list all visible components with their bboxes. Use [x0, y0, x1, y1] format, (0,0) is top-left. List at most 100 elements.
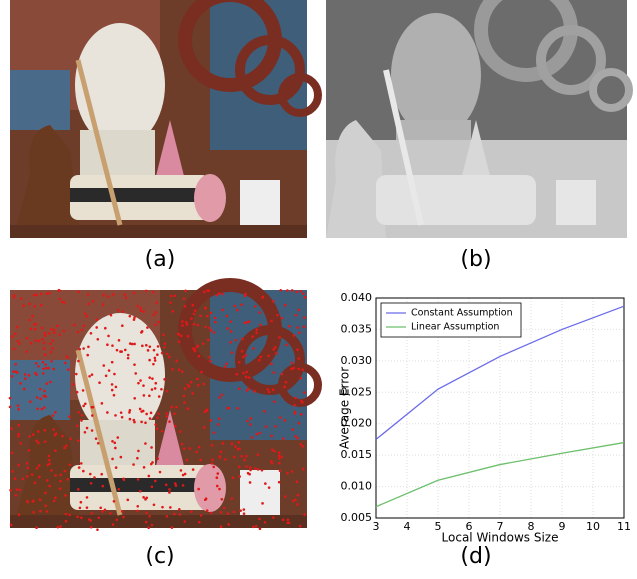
- sample-dot: [46, 292, 49, 295]
- sample-dot: [111, 389, 114, 392]
- sample-dot: [223, 507, 226, 510]
- sample-dot: [159, 471, 162, 474]
- sample-dot: [112, 293, 115, 296]
- sample-dot: [270, 460, 273, 463]
- sample-dot: [40, 304, 43, 307]
- sample-dot: [64, 470, 67, 473]
- sample-dot: [39, 398, 42, 401]
- sample-dot: [235, 339, 238, 342]
- sample-dot: [192, 468, 195, 471]
- sample-dot: [91, 429, 94, 432]
- sample-dot: [175, 360, 178, 363]
- sample-dot: [49, 342, 52, 345]
- sample-dot: [32, 511, 35, 514]
- sample-dot: [257, 454, 260, 457]
- sample-dot: [48, 455, 51, 458]
- sample-dot: [238, 465, 241, 468]
- sample-dot: [174, 425, 177, 428]
- sample-dot: [100, 473, 103, 476]
- panel-label: (d): [460, 544, 491, 569]
- sample-dot: [273, 450, 276, 453]
- sample-dot: [197, 345, 200, 348]
- sample-dot: [32, 500, 35, 503]
- sample-dot: [296, 348, 299, 351]
- sample-dot: [236, 407, 239, 410]
- sample-dot: [218, 417, 221, 420]
- sample-dot: [145, 521, 148, 524]
- sample-dot: [112, 523, 115, 526]
- sample-dot: [86, 506, 89, 509]
- sample-dot: [171, 526, 174, 529]
- sample-dot: [154, 357, 157, 360]
- sample-dot: [237, 448, 240, 451]
- sample-dot: [148, 359, 151, 362]
- sample-dot: [35, 440, 38, 443]
- sample-dot: [84, 402, 87, 405]
- sample-dot: [90, 526, 93, 529]
- sample-dot: [41, 327, 44, 330]
- sample-dot: [14, 477, 17, 480]
- sample-dot: [189, 447, 192, 450]
- sample-dot: [54, 434, 57, 437]
- sample-dot: [42, 361, 45, 364]
- sample-dot: [14, 333, 17, 336]
- sample-dot: [268, 486, 271, 489]
- sample-dot: [180, 335, 183, 338]
- sample-dot: [280, 455, 283, 458]
- sample-dot: [151, 388, 154, 391]
- sample-dot: [34, 339, 37, 342]
- sample-dot: [217, 423, 220, 426]
- sample-dot: [284, 495, 287, 498]
- sample-dot: [148, 475, 151, 478]
- sample-dot: [87, 293, 90, 296]
- sample-dot: [168, 488, 171, 491]
- sample-dot: [290, 368, 293, 371]
- sample-dot: [152, 363, 155, 366]
- legend-label: Linear Assumption: [411, 322, 499, 333]
- sample-dot: [34, 328, 37, 331]
- sample-dot: [170, 295, 173, 298]
- sample-dot: [221, 309, 224, 312]
- sample-dot: [224, 458, 227, 461]
- sample-dot: [198, 521, 201, 524]
- sample-dot: [34, 481, 37, 484]
- panel-label: (c): [145, 544, 174, 569]
- sample-dot: [257, 468, 260, 471]
- sample-dot: [211, 458, 214, 461]
- sample-dot: [291, 428, 294, 431]
- sample-dot: [109, 512, 112, 515]
- sample-dot: [183, 401, 186, 404]
- sample-dot: [261, 469, 264, 472]
- sample-dot: [302, 292, 305, 295]
- sample-dot: [261, 502, 264, 505]
- sample-dot: [156, 417, 159, 420]
- sample-dot: [156, 457, 159, 460]
- sample-dot: [253, 390, 256, 393]
- sample-dot: [278, 455, 281, 458]
- sample-dot: [65, 444, 68, 447]
- sample-dot: [197, 384, 200, 387]
- sample-dot: [155, 301, 158, 304]
- sample-dot: [168, 491, 171, 494]
- sample-dot: [121, 416, 124, 419]
- sample-dot: [48, 292, 51, 295]
- sample-dot: [139, 490, 142, 493]
- sample-dot: [151, 524, 154, 527]
- sample-dot: [187, 384, 190, 387]
- sample-dot: [77, 290, 80, 293]
- sample-dot: [209, 360, 212, 363]
- sample-dot: [37, 340, 40, 343]
- sample-dot: [111, 361, 114, 364]
- sample-dot: [245, 465, 248, 468]
- sample-dot: [81, 329, 84, 332]
- sample-dot: [187, 335, 190, 338]
- sample-dot: [133, 291, 136, 294]
- sample-dot: [267, 354, 270, 357]
- sample-dot: [229, 320, 232, 323]
- sample-dot: [37, 442, 40, 445]
- sample-dot: [26, 475, 29, 478]
- sample-dot: [75, 373, 78, 376]
- sample-dot: [203, 426, 206, 429]
- sample-dot: [192, 304, 195, 307]
- sample-dot: [111, 440, 114, 443]
